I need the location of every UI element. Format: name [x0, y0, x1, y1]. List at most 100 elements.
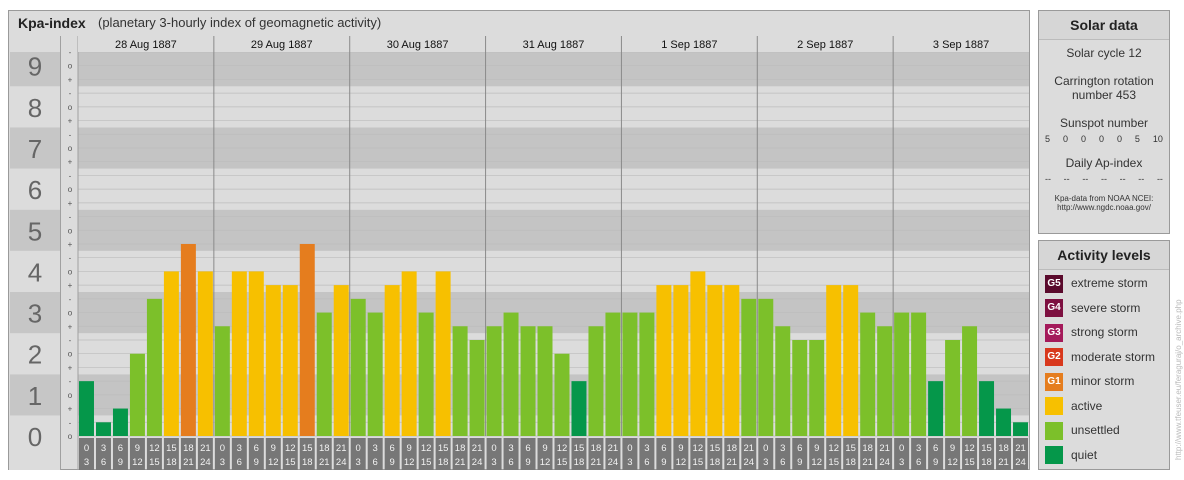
y-tick-label: 4 [28, 257, 42, 287]
interval-start-label: 3 [644, 443, 649, 454]
kp-bar [758, 298, 774, 436]
y-tick-label: 8 [28, 93, 42, 123]
interval-end-label: 15 [149, 457, 160, 468]
interval-end-label: 3 [763, 457, 768, 468]
interval-end-label: 15 [964, 457, 975, 468]
interval-end-label: 21 [862, 457, 873, 468]
carrington-line-1: Carrington rotation [1054, 74, 1154, 88]
interval-start-label: 9 [135, 443, 140, 454]
interval-end-label: 9 [525, 457, 530, 468]
day-label: 28 Aug 1887 [115, 39, 177, 51]
y-band-label-bg [10, 86, 60, 128]
y-tick-label: 0 [28, 422, 42, 452]
interval-start-label: 12 [557, 443, 568, 454]
interval-start-label: 18 [591, 443, 602, 454]
sub-tick-label: - [69, 130, 72, 139]
interval-block [486, 438, 502, 470]
interval-end-label: 18 [302, 457, 313, 468]
interval-block [843, 438, 859, 470]
kp-bar [248, 271, 264, 436]
interval-start-label: 21 [608, 443, 619, 454]
interval-end-label: 9 [661, 457, 666, 468]
interval-block [571, 438, 587, 470]
interval-block [452, 438, 468, 470]
sunspot-label: Sunspot number [1059, 116, 1149, 130]
ap-value: -- [1156, 174, 1163, 184]
kp-bar [520, 326, 536, 436]
legend-swatch: G5 [1045, 274, 1063, 293]
kp-bar [316, 312, 332, 436]
kp-bar [962, 326, 978, 436]
interval-block [163, 438, 179, 470]
y-band-label-bg [10, 209, 60, 251]
y-tick-label: 3 [28, 299, 42, 329]
interval-start-label: 18 [998, 443, 1009, 454]
legend-label: quiet [1071, 447, 1098, 462]
kp-bar [894, 312, 910, 436]
interval-block [1013, 438, 1028, 470]
interval-start-label: 21 [336, 443, 347, 454]
kp-bar [197, 271, 213, 436]
interval-start-label: 0 [627, 443, 632, 454]
interval-end-label: 21 [998, 457, 1009, 468]
day-label: 1 Sep 1887 [661, 39, 717, 51]
kp-bar [503, 312, 519, 436]
sub-tick-label: - [69, 48, 72, 57]
sunspot-value: 0 [1116, 134, 1122, 144]
interval-block [197, 438, 213, 470]
sunspot-value: 0 [1062, 134, 1068, 144]
sub-tick-label: o [68, 103, 73, 112]
y-band-label-bg [10, 374, 60, 416]
interval-block [129, 438, 145, 470]
interval-end-label: 9 [390, 457, 395, 468]
interval-end-label: 24 [879, 457, 890, 468]
interval-end-label: 21 [727, 457, 738, 468]
interval-block [367, 438, 383, 470]
kp-bar [605, 312, 621, 436]
interval-end-label: 6 [916, 457, 921, 468]
legend-item: unsettled [1045, 420, 1120, 440]
kp-bar [809, 340, 825, 436]
interval-start-label: 6 [118, 443, 123, 454]
interval-start-label: 12 [828, 443, 839, 454]
interval-end-label: 9 [933, 457, 938, 468]
sub-tick-label: + [68, 240, 73, 249]
sunspot-value: 5 [1045, 134, 1051, 144]
interval-end-label: 3 [491, 457, 496, 468]
interval-start-label: 18 [862, 443, 873, 454]
ap-value: -- [1045, 174, 1051, 184]
sub-tick-label: + [68, 158, 73, 167]
interval-end-label: 24 [472, 457, 483, 468]
interval-end-label: 21 [319, 457, 330, 468]
interval-block [877, 438, 893, 470]
sunspot-values: 5 0 0 0 0 5 10 [1039, 130, 1169, 144]
kp-bar [231, 271, 247, 436]
legend-label: moderate storm [1071, 349, 1156, 364]
legend-item: G4 severe storm [1045, 298, 1140, 318]
interval-block [979, 438, 995, 470]
sub-tick-label: - [69, 336, 72, 345]
interval-start-label: 21 [744, 443, 755, 454]
kp-bar [180, 243, 196, 436]
interval-block [299, 438, 315, 470]
interval-block [112, 438, 128, 470]
sub-tick-label: + [68, 75, 73, 84]
interval-end-label: 18 [574, 457, 585, 468]
solar-data-panel: Solar data Solar cycle 12 Carrington rot… [1038, 10, 1170, 234]
kp-bar [928, 381, 944, 436]
y-tick-label: 6 [28, 175, 42, 205]
day-label: 3 Sep 1887 [933, 39, 989, 51]
y-tick-label: 1 [28, 381, 42, 411]
kp-bar [163, 271, 179, 436]
interval-end-label: 6 [373, 457, 378, 468]
kp-bar [350, 298, 366, 436]
sub-tick-label: - [69, 377, 72, 386]
svg-text:http://www.tfeuser.eu/feragura: http://www.tfeuser.eu/feraguraj/o_archiv… [1174, 299, 1183, 460]
sub-tick-label: + [68, 117, 73, 126]
y-band [78, 415, 1029, 436]
interval-start-label: 21 [1015, 443, 1026, 454]
interval-block [758, 438, 774, 470]
legend-item: quiet [1045, 445, 1097, 465]
ap-value: -- [1100, 174, 1107, 184]
